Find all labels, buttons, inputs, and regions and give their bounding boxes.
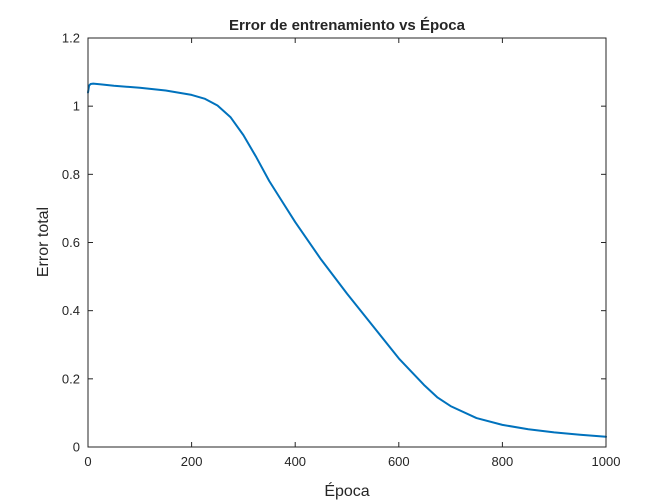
x-tick-label: 200 — [181, 454, 203, 469]
chart-title: Error de entrenamiento vs Época — [229, 17, 466, 34]
ticks-layer: 0 200 400 600 800 1000 0 0.2 0.4 0.6 0.8 1 1.2 — [62, 31, 621, 470]
y-tick-label: 0.4 — [62, 303, 80, 318]
y-tick-label: 1 — [73, 99, 80, 114]
y-tick-label: 0 — [73, 440, 80, 455]
x-tick-label: 1000 — [592, 454, 621, 469]
y-tick-label: 0.2 — [62, 371, 80, 386]
x-tick-label: 600 — [388, 454, 410, 469]
y-tick-label: 0.6 — [62, 235, 80, 250]
y-axis-label: Error total — [35, 207, 52, 277]
y-tick-label: 0.8 — [62, 167, 80, 182]
y-tick-label: 1.2 — [62, 31, 80, 46]
x-tick-label: 800 — [492, 454, 514, 469]
x-axis-label: Época — [324, 481, 369, 500]
plot-area — [88, 38, 606, 447]
x-tick-label: 400 — [284, 454, 306, 469]
series-layer — [87, 82, 607, 438]
series-line-0 — [87, 82, 607, 438]
x-tick-label: 0 — [84, 454, 91, 469]
